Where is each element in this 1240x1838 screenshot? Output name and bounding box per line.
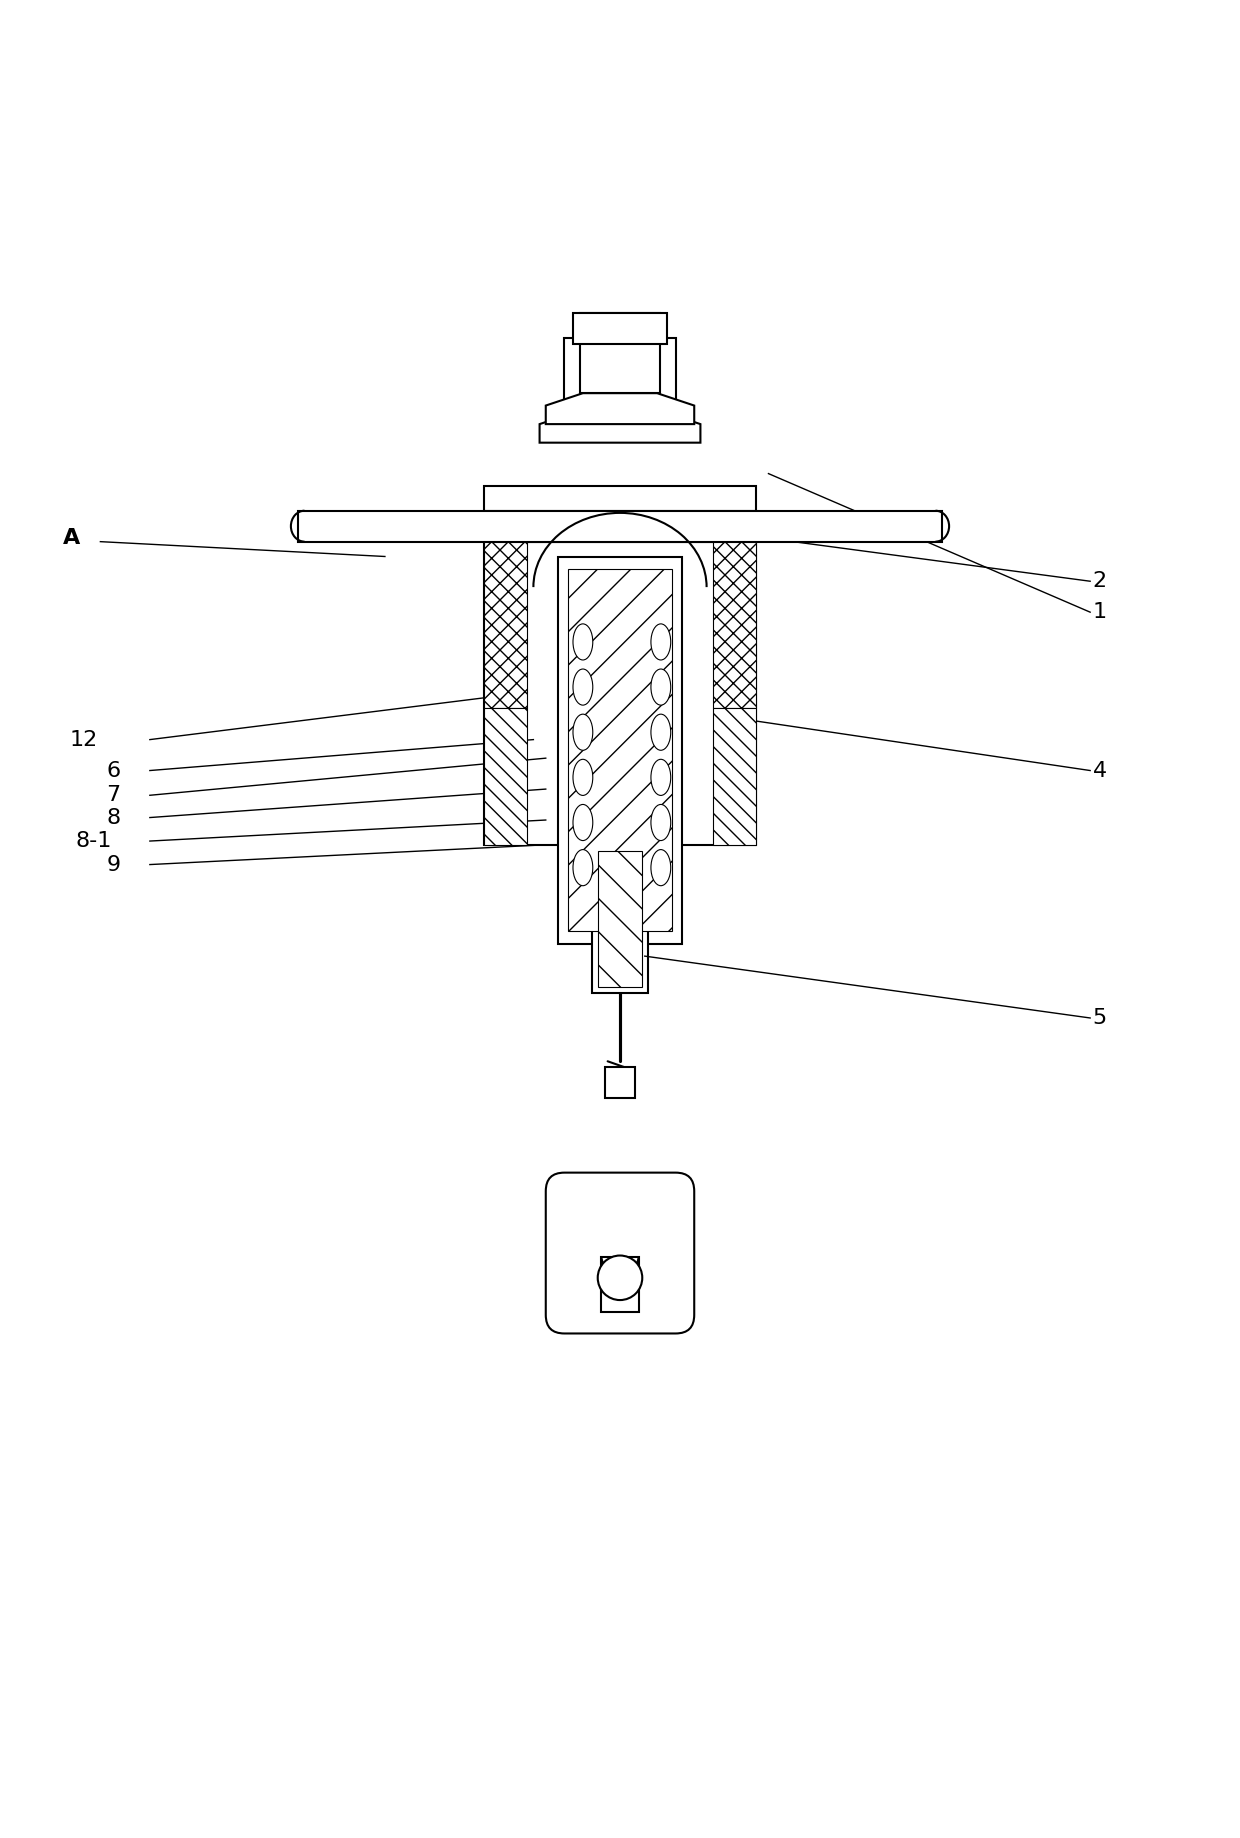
Ellipse shape xyxy=(651,849,671,886)
Polygon shape xyxy=(539,412,701,443)
Text: 4: 4 xyxy=(1092,761,1107,781)
Text: 1: 1 xyxy=(1092,603,1107,623)
Bar xyxy=(484,485,756,511)
FancyBboxPatch shape xyxy=(546,1173,694,1334)
Polygon shape xyxy=(546,393,694,425)
Ellipse shape xyxy=(573,669,593,706)
Text: 6: 6 xyxy=(107,761,120,781)
Ellipse shape xyxy=(573,623,593,660)
Ellipse shape xyxy=(573,805,593,840)
Ellipse shape xyxy=(573,759,593,796)
Bar xyxy=(599,851,641,987)
Ellipse shape xyxy=(651,623,671,660)
Bar xyxy=(601,1257,639,1312)
Text: 5: 5 xyxy=(1092,1007,1107,1027)
Ellipse shape xyxy=(573,715,593,750)
Text: 8-1: 8-1 xyxy=(76,831,112,851)
Bar xyxy=(713,708,756,845)
Ellipse shape xyxy=(651,669,671,706)
Bar xyxy=(593,845,647,993)
Text: 8: 8 xyxy=(107,807,120,827)
Bar xyxy=(573,312,667,344)
Bar xyxy=(605,1068,635,1099)
Text: 7: 7 xyxy=(107,785,120,805)
Bar xyxy=(484,542,756,845)
Circle shape xyxy=(598,1255,642,1299)
Bar xyxy=(564,338,676,406)
Bar xyxy=(484,542,527,708)
Ellipse shape xyxy=(573,849,593,886)
Text: 12: 12 xyxy=(69,730,98,750)
Bar xyxy=(558,557,682,943)
Bar xyxy=(580,312,660,393)
Polygon shape xyxy=(299,511,941,542)
Ellipse shape xyxy=(651,805,671,840)
Bar xyxy=(713,542,756,708)
Bar xyxy=(484,708,527,845)
Text: 2: 2 xyxy=(1092,572,1107,592)
Text: A: A xyxy=(63,528,81,548)
Ellipse shape xyxy=(651,759,671,796)
Bar xyxy=(568,570,672,932)
Ellipse shape xyxy=(651,715,671,750)
Text: 9: 9 xyxy=(107,855,120,875)
